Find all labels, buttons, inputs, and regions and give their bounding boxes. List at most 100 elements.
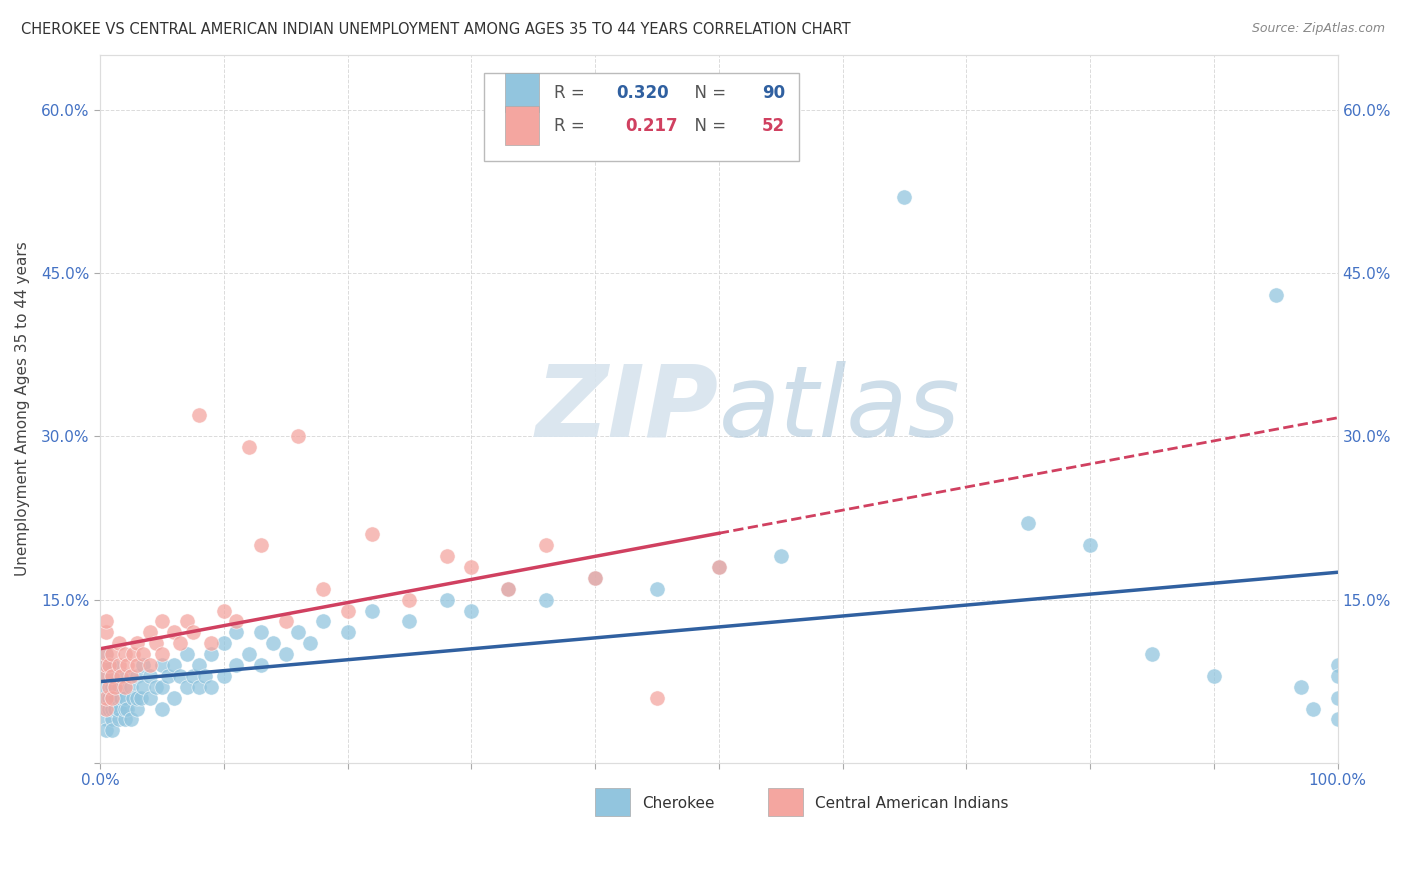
Point [157, 669, 180, 683]
Point [707, 560, 730, 574]
Point [583, 571, 606, 585]
Point [150, 680, 173, 694]
Point [250, 625, 273, 640]
Text: R =: R = [554, 84, 591, 102]
Point [97, 658, 120, 673]
Point [225, 658, 247, 673]
Point [312, 615, 335, 629]
Point [96, 647, 118, 661]
Point [127, 636, 149, 650]
Point [145, 680, 167, 694]
Text: R =: R = [554, 117, 596, 135]
Point [120, 680, 142, 694]
Text: Source: ZipAtlas.com: Source: ZipAtlas.com [1251, 22, 1385, 36]
Point [1326, 658, 1348, 673]
Point [101, 658, 124, 673]
Text: 90: 90 [762, 84, 786, 102]
Point [188, 680, 211, 694]
Point [96, 690, 118, 705]
Text: 52: 52 [762, 117, 786, 135]
FancyBboxPatch shape [595, 788, 630, 816]
Point [200, 636, 222, 650]
Point [101, 690, 124, 705]
Point [117, 701, 139, 715]
Point [129, 690, 152, 705]
Point [114, 713, 136, 727]
Point [150, 701, 173, 715]
Point [336, 604, 359, 618]
Point [96, 723, 118, 738]
Point [110, 669, 132, 683]
Point [176, 680, 198, 694]
Point [163, 690, 186, 705]
Point [110, 690, 132, 705]
Point [127, 690, 149, 705]
Point [176, 615, 198, 629]
FancyBboxPatch shape [505, 73, 540, 112]
Point [107, 658, 129, 673]
Point [150, 658, 173, 673]
Point [1078, 538, 1101, 552]
Text: Cherokee: Cherokee [643, 796, 714, 811]
Point [104, 701, 127, 715]
Point [163, 658, 186, 673]
Point [398, 592, 420, 607]
Point [436, 592, 458, 607]
Point [101, 647, 124, 661]
Point [893, 190, 915, 204]
Point [104, 680, 127, 694]
Point [96, 690, 118, 705]
Point [188, 658, 211, 673]
Point [114, 690, 136, 705]
Point [707, 560, 730, 574]
Point [114, 647, 136, 661]
Point [250, 658, 273, 673]
Point [96, 658, 118, 673]
Point [312, 582, 335, 596]
Point [1140, 647, 1163, 661]
Point [145, 636, 167, 650]
Point [460, 604, 482, 618]
Point [460, 560, 482, 574]
Point [101, 680, 124, 694]
Point [1264, 287, 1286, 301]
Point [101, 669, 124, 683]
FancyBboxPatch shape [484, 73, 799, 161]
Point [361, 604, 384, 618]
Point [132, 647, 155, 661]
Point [114, 680, 136, 694]
Point [138, 658, 160, 673]
Point [361, 527, 384, 541]
Point [107, 680, 129, 694]
Point [96, 713, 118, 727]
Text: CHEROKEE VS CENTRAL AMERICAN INDIAN UNEMPLOYMENT AMONG AGES 35 TO 44 YEARS CORRE: CHEROKEE VS CENTRAL AMERICAN INDIAN UNEM… [21, 22, 851, 37]
Point [583, 571, 606, 585]
FancyBboxPatch shape [505, 106, 540, 145]
Point [194, 669, 217, 683]
Point [1289, 680, 1312, 694]
Point [120, 713, 142, 727]
Point [150, 647, 173, 661]
Point [498, 582, 520, 596]
Point [96, 701, 118, 715]
Point [212, 604, 235, 618]
Point [97, 680, 120, 694]
Point [274, 615, 297, 629]
Point [120, 669, 142, 683]
Point [498, 582, 520, 596]
Point [96, 669, 118, 683]
Point [238, 647, 260, 661]
Point [299, 636, 322, 650]
Point [114, 669, 136, 683]
Point [97, 701, 120, 715]
Point [1326, 669, 1348, 683]
Point [1302, 701, 1324, 715]
Text: ZIP: ZIP [536, 360, 718, 458]
Point [96, 647, 118, 661]
Point [96, 658, 118, 673]
Point [101, 723, 124, 738]
Point [181, 625, 204, 640]
Point [96, 615, 118, 629]
Point [104, 690, 127, 705]
Point [769, 549, 792, 563]
